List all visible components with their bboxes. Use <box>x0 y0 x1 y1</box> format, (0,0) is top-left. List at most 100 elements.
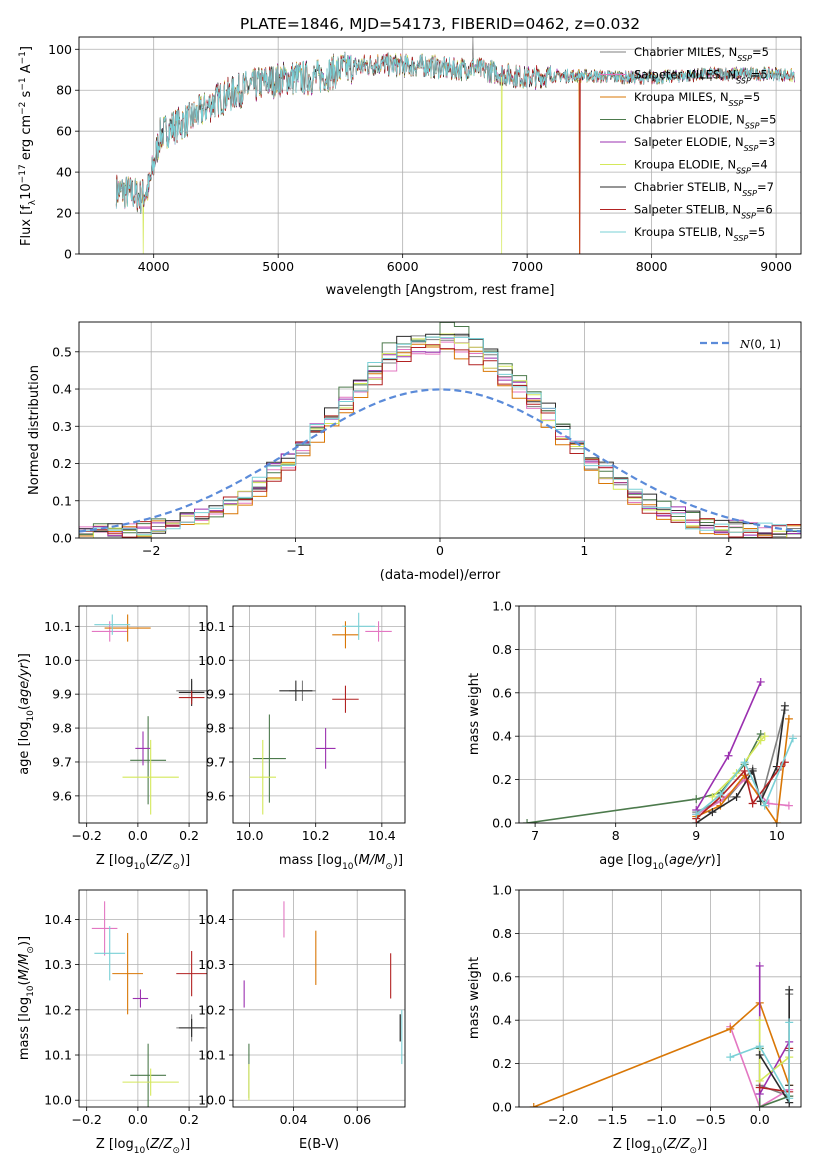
age_vs_Z-ytick-label: 9.7 <box>52 754 72 769</box>
weight_vs_age-marker-6 <box>748 766 757 775</box>
weight_vs_age-marker-3 <box>692 795 701 804</box>
mass_vs_ebv-ytick-label: 10.2 <box>198 1002 226 1017</box>
weight_vs_Z-marker-2 <box>529 1103 538 1107</box>
mass_vs_Z-plot-area <box>91 901 207 1107</box>
mass_vs_Z-axes: −0.2 0.0 0.2 10.0 10.1 10.2 10.3 10.4 <box>44 889 208 1127</box>
weight_vs_age-ytick-label: 0.6 <box>492 685 512 700</box>
age_vs_mass-xtick-label: 10.2 <box>302 828 330 843</box>
weight_vs_age-line-3 <box>526 733 762 823</box>
residuals-xtick-label: −1 <box>286 543 304 558</box>
weight_vs_age-marker-8 <box>692 810 701 819</box>
residuals-ytick-label: 0.4 <box>52 382 72 397</box>
weight_vs_Z-marker-6 <box>755 1050 764 1059</box>
weight_vs_age-marker-5 <box>708 792 717 801</box>
weight_vs_age-xtick-label: 7 <box>531 828 539 843</box>
mass_vs_ebv-xtick-label: 0.06 <box>343 1112 371 1127</box>
spectrum-xtick-label: 8000 <box>636 259 668 274</box>
spectrum-ytick-label: 80 <box>56 83 72 98</box>
weight_vs_Z-line-2 <box>533 1001 790 1107</box>
weight_vs_Z-plot-area <box>529 961 794 1107</box>
age_vs_Z-plot-area <box>91 614 207 815</box>
weight_vs_age-marker-5 <box>760 732 769 741</box>
weight_vs_age-marker-1 <box>784 801 793 810</box>
mass_vs_ebv-plot-area <box>243 901 403 1101</box>
residuals-plot-area <box>79 322 801 538</box>
spectrum-ytick-label: 60 <box>56 124 72 139</box>
legend-entry-4: Salpeter ELODIE, NSSP=3 <box>634 135 775 153</box>
age-y-label: age [log10(age/yr)] <box>17 653 36 775</box>
weight_vs_age-ytick-label: 0.8 <box>492 642 512 657</box>
age_vs_mass-axes: 10.0 10.2 10.4 9.6 9.7 9.8 9.9 10.0 10.1 <box>198 605 406 843</box>
legend-entry-0: Chabrier MILES, NSSP=5 <box>634 45 769 63</box>
weight_vs_age-marker-2 <box>772 819 781 823</box>
weight_vs_age-frame <box>518 605 802 824</box>
weight_vs_age-marker-7 <box>740 766 749 775</box>
weight_vs_age-xtick-label: 10 <box>769 828 785 843</box>
age_vs_mass-plot-area <box>249 612 392 815</box>
weight_vs_Z-line-8 <box>730 1022 791 1102</box>
weight_vs_Z-ytick-label: 0.0 <box>492 1100 512 1115</box>
weight_vs_Z-xtick-label: −1.0 <box>646 1112 676 1127</box>
legend-entry-1: Salpeter MILES, NSSP=5 <box>634 68 768 86</box>
weight_vs_Z-marker-3 <box>755 1103 764 1107</box>
age_vs_mass-ytick-label: 10.1 <box>198 619 226 634</box>
weight_vs_Z-marker-8 <box>755 1042 764 1051</box>
residuals-axes: −2 −1 0 1 2 0.0 0.1 0.2 0.3 0.4 0.5 <box>52 321 802 558</box>
mass_vs_Z-ytick-label: 10.1 <box>44 1048 72 1063</box>
legend-entry-8: Kroupa STELIB, NSSP=5 <box>634 225 765 243</box>
weight_vs_Z-ytick-label: 0.2 <box>492 1056 512 1071</box>
mass-vs-ebv-x-label: E(B-V) <box>299 1137 339 1152</box>
spectrum-ytick-label: 40 <box>56 165 72 180</box>
weight_vs_Z-marker-7 <box>755 1083 764 1092</box>
age_vs_mass-ytick-label: 9.6 <box>206 788 226 803</box>
weight_vs_age-ytick-label: 0.2 <box>492 772 512 787</box>
mass-vs-z-x-label: Z [log10(Z/Z⊙)] <box>96 1137 190 1156</box>
mass_vs_ebv-xtick-label: 0.04 <box>280 1112 308 1127</box>
figure-title: PLATE=1846, MJD=54173, FIBERID=0462, z=0… <box>240 15 640 33</box>
histogram-series-8 <box>79 336 801 538</box>
mass_vs_Z-xtick-label: 0.2 <box>179 1112 199 1127</box>
weight_vs_age-xtick-label: 8 <box>612 828 620 843</box>
age_vs_Z-frame <box>78 605 208 824</box>
legend-entry-3: Chabrier ELODIE, NSSP=5 <box>634 113 776 131</box>
mass_vs_ebv-ytick-label: 10.4 <box>198 912 226 927</box>
weight_vs_Z-marker-8 <box>785 1094 794 1103</box>
gaussian-reference-curve <box>79 388 801 533</box>
spectrum-xtick-label: 7000 <box>511 259 543 274</box>
mass_vs_Z-ytick-label: 10.4 <box>44 912 72 927</box>
weight_vs_age-ytick-label: 0.4 <box>492 729 512 744</box>
weight_vs_Z-ytick-label: 0.6 <box>492 969 512 984</box>
weight_vs_age-marker-5 <box>756 736 765 745</box>
weight_vs_age-line-4 <box>695 681 762 811</box>
age_vs_Z-xtick-label: 0.0 <box>128 828 148 843</box>
weight_vs_age-marker-8 <box>760 801 769 810</box>
mass_vs_Z-xtick-label: 0.0 <box>128 1112 148 1127</box>
residuals-xtick-label: −2 <box>142 543 160 558</box>
age_vs_mass-xtick-label: 10.4 <box>368 828 396 843</box>
hist-legend-label: N(0, 1) <box>739 337 781 351</box>
residuals-xtick-label: 0 <box>436 543 444 558</box>
spectrum-ytick-label: 20 <box>56 206 72 221</box>
weight-vs-z-x-label: Z [log10(Z/Z⊙)] <box>613 1137 707 1156</box>
age_vs_mass-ytick-label: 9.9 <box>206 687 226 702</box>
mass_vs_Z-xtick-label: −0.2 <box>72 1112 102 1127</box>
weight_vs_Z-ytick-label: 0.8 <box>492 926 512 941</box>
age_vs_mass-xtick-label: 10.0 <box>236 828 264 843</box>
weight_vs_Z-xtick-label: −2.0 <box>548 1112 578 1127</box>
spectrum-x-label: wavelength [Angstrom, rest frame] <box>326 283 555 298</box>
age-vs-z-x-label: Z [log10(Z/Z⊙)] <box>96 853 190 872</box>
spectrum-axes: 4000 5000 6000 7000 8000 9000 0 20 40 60 80 100 <box>48 36 802 274</box>
weight_vs_age-line-5 <box>711 735 766 798</box>
mass_vs_Z-ytick-label: 10.3 <box>44 957 72 972</box>
weight_vs_Z-frame <box>518 889 802 1108</box>
weight_vs_age-ytick-label: 1.0 <box>492 599 512 614</box>
mass_vs_ebv-frame <box>232 889 406 1108</box>
residuals-xtick-label: 2 <box>725 543 733 558</box>
histogram-series-4 <box>79 337 801 538</box>
residuals-y-label: Normed distribution <box>27 365 42 495</box>
age_vs_Z-ytick-label: 9.6 <box>52 788 72 803</box>
age_vs_Z-ytick-label: 9.9 <box>52 687 72 702</box>
weight_vs_age-marker-6 <box>780 701 789 710</box>
age_vs_Z-ytick-label: 9.8 <box>52 721 72 736</box>
